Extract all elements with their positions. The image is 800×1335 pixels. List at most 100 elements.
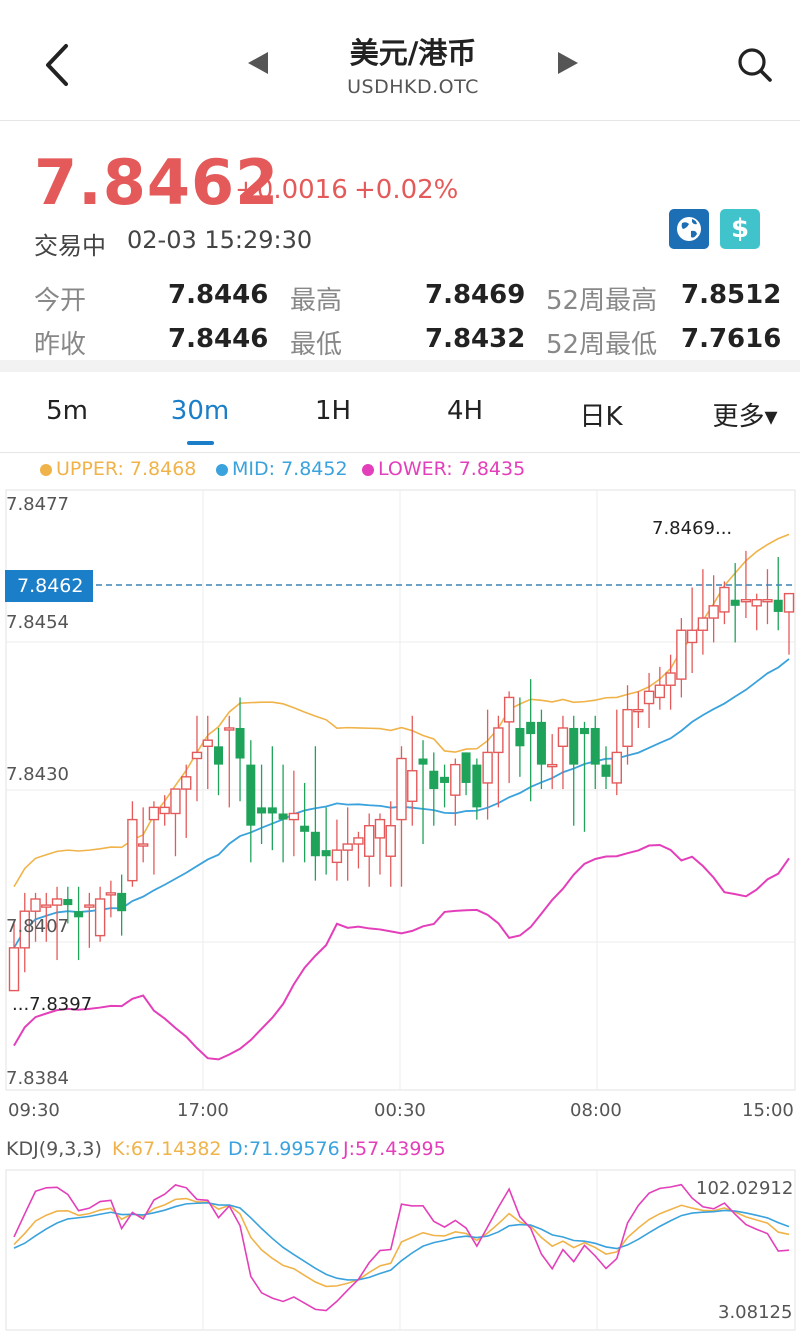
kdj-j: J:57.43995 [343, 1138, 446, 1160]
low52-label: 52周最低 [546, 330, 658, 360]
candle-body [288, 812, 300, 821]
low-label: 最低 [290, 330, 343, 360]
legend-mid-dot [216, 464, 228, 476]
legend-mid: MID: 7.8452 [216, 458, 348, 480]
prev-symbol-icon[interactable] [248, 52, 268, 74]
candle-body [461, 752, 471, 783]
page-title: 美元/港币 [349, 36, 477, 70]
candle-body [278, 813, 288, 820]
candle-body [730, 599, 740, 606]
section-divider [0, 360, 800, 372]
candle-body [321, 850, 331, 857]
candle-body [482, 751, 493, 784]
high-value: 7.8469 [425, 280, 526, 310]
tab-5m[interactable]: 5m [46, 396, 88, 426]
candle-body [546, 763, 558, 768]
candle-body [633, 708, 644, 713]
candle-body [84, 904, 95, 908]
legend-lower-dot [362, 464, 374, 476]
high52-value: 7.8512 [681, 280, 782, 310]
candle-body [622, 708, 633, 748]
x-axis-label-2: 00:30 [374, 1100, 426, 1121]
candle-body [773, 599, 783, 612]
tab-30m[interactable]: 30m [170, 396, 230, 426]
candle-body [557, 727, 569, 748]
next-symbol-icon[interactable] [558, 52, 578, 74]
candle-body [515, 727, 525, 747]
candle-body [526, 721, 536, 735]
kdj-chart[interactable] [0, 1140, 800, 1335]
open-value: 7.8446 [168, 280, 269, 310]
legend-upper-dot [40, 464, 52, 476]
candle-body [159, 806, 170, 815]
candle-body [267, 807, 277, 814]
candle-body [170, 788, 181, 815]
tab-4h[interactable]: 4H [446, 396, 484, 426]
candle-body [579, 727, 589, 735]
y-axis-label-2: 7.8454 [6, 612, 69, 633]
back-arrow-icon[interactable] [40, 40, 80, 90]
candle-body [300, 825, 310, 832]
candle-body [665, 672, 676, 686]
high-label: 最高 [290, 286, 343, 316]
currency-icon[interactable]: $ [720, 209, 760, 249]
quote-time: 02-03 15:29:30 [127, 226, 313, 254]
candle-body [396, 757, 407, 821]
candle-body [418, 758, 428, 765]
x-axis-label-1: 17:00 [177, 1100, 229, 1121]
candlestick-chart[interactable] [0, 480, 800, 1140]
candle-body [19, 910, 30, 949]
price-change: +0.0016 [235, 175, 348, 205]
legend-upper: UPPER: 7.8468 [40, 458, 196, 480]
candle-body [654, 684, 666, 699]
open-label: 今开 [34, 286, 87, 316]
candle-body [94, 898, 106, 937]
candle-body [536, 721, 546, 765]
symbol-code: USDHKD.OTC [347, 76, 479, 98]
candle-body [385, 824, 396, 857]
candle-body [686, 629, 698, 644]
x-axis-label-3: 08:00 [570, 1100, 622, 1121]
y-axis-label-4: 7.8407 [6, 916, 69, 937]
candle-body [105, 892, 117, 896]
candle-body [762, 599, 773, 603]
candle-body [440, 776, 450, 783]
candle-body [214, 746, 224, 765]
candle-body [783, 592, 795, 613]
search-icon[interactable] [734, 44, 774, 84]
candle-body [41, 904, 52, 908]
candle-body [353, 837, 364, 845]
candle-body [407, 770, 418, 802]
candle-body [137, 843, 149, 847]
candle-body [148, 806, 160, 821]
header-bar: 美元/港币 USDHKD.OTC [0, 0, 800, 121]
trading-status: 交易中 [34, 232, 106, 260]
tab-1h[interactable]: 1H [314, 396, 352, 426]
candle-body [708, 605, 719, 619]
candle-body [590, 727, 600, 765]
active-tab-indicator [187, 441, 214, 445]
tab-daily[interactable]: 日K [579, 402, 623, 432]
candle-body [569, 727, 579, 765]
candle-body [601, 764, 611, 777]
candle-body [751, 599, 762, 607]
candle-body [310, 831, 320, 857]
kdj-min: 3.08125 [718, 1302, 793, 1323]
x-axis-label-4: 15:00 [742, 1100, 794, 1121]
candle-body [342, 843, 353, 851]
x-axis-label-0: 09:30 [8, 1100, 60, 1121]
current-price-tag: 7.8462 [5, 570, 93, 602]
y-axis-label-bottom: 7.8384 [6, 1068, 69, 1089]
legend-mid-text: MID: 7.8452 [232, 458, 348, 480]
candle-body [676, 629, 687, 680]
candle-body [224, 727, 235, 731]
globe-icon[interactable] [669, 209, 709, 249]
tab-more[interactable]: 更多▾ [712, 402, 778, 432]
max-price-annotation: 7.8469... [652, 518, 733, 539]
candle-body [246, 764, 256, 826]
candle-body [493, 727, 504, 754]
candle-body [181, 776, 192, 790]
current-price: 7.8462 [34, 146, 280, 219]
candle-body [117, 892, 127, 912]
candle-body [740, 599, 752, 603]
